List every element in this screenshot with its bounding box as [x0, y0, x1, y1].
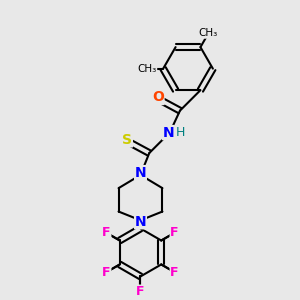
Text: F: F: [170, 266, 179, 279]
Text: F: F: [136, 285, 145, 298]
Text: F: F: [102, 226, 111, 239]
Text: H: H: [176, 126, 185, 139]
Text: CH₃: CH₃: [137, 64, 157, 74]
Text: N: N: [135, 166, 146, 180]
Text: N: N: [135, 215, 146, 229]
Text: N: N: [163, 126, 174, 140]
Text: O: O: [152, 91, 164, 104]
Text: S: S: [122, 133, 132, 147]
Text: CH₃: CH₃: [199, 28, 218, 38]
Text: F: F: [170, 226, 179, 239]
Text: F: F: [102, 266, 111, 279]
